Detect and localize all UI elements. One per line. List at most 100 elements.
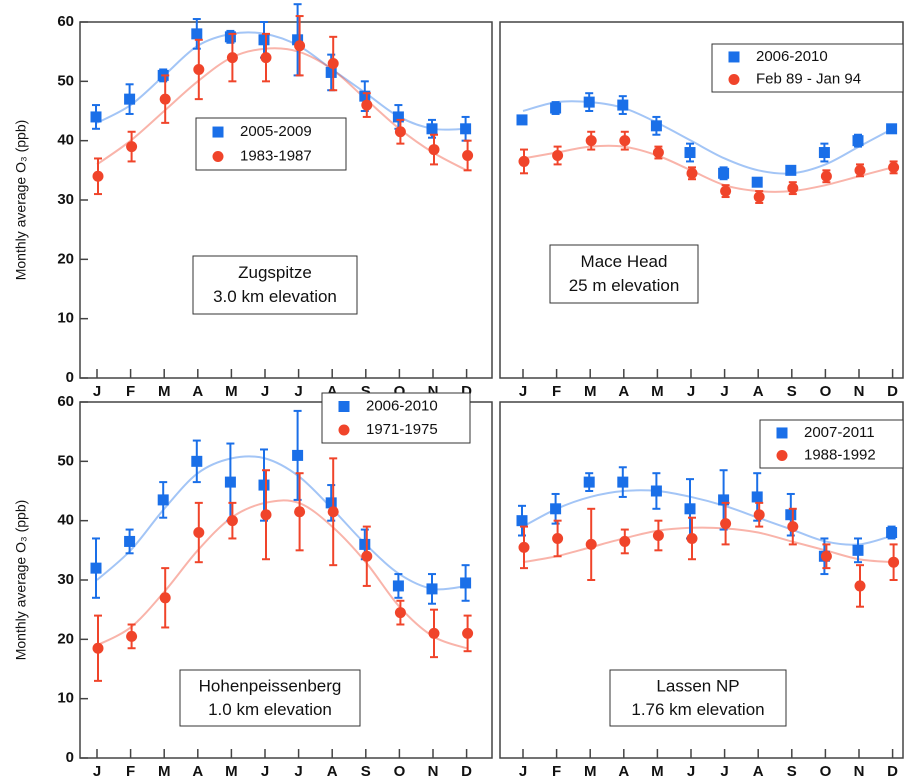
annotation: Lassen NP <box>656 676 739 695</box>
x-tick-label: J <box>294 383 302 400</box>
x-tick-label: J <box>720 763 728 780</box>
marker <box>619 535 631 547</box>
annotation: 1.76 km elevation <box>631 700 764 719</box>
x-tick-label: J <box>687 383 695 400</box>
marker <box>583 476 595 488</box>
marker <box>785 164 797 176</box>
marker <box>617 99 629 111</box>
x-tick-label: A <box>192 763 203 780</box>
marker <box>224 31 236 43</box>
y-tick-label: 10 <box>57 690 74 707</box>
x-tick-label: M <box>651 763 664 780</box>
legend-marker <box>212 150 224 162</box>
x-tick-label: M <box>158 383 171 400</box>
fit-curve <box>522 526 893 564</box>
marker <box>787 182 799 194</box>
marker <box>126 630 138 642</box>
x-tick-label: D <box>461 763 472 780</box>
x-tick-label: F <box>552 383 561 400</box>
x-tick-label: N <box>428 383 439 400</box>
y-tick-label: 50 <box>57 72 74 89</box>
marker <box>90 111 102 123</box>
marker <box>751 491 763 503</box>
y-tick-label: 40 <box>57 132 74 149</box>
y-tick-label: 60 <box>57 13 74 30</box>
x-tick-label: D <box>887 383 898 400</box>
x-tick-label: O <box>820 383 832 400</box>
y-tick-label: 10 <box>57 310 74 327</box>
x-tick-label: A <box>192 383 203 400</box>
x-tick-label: J <box>93 383 101 400</box>
marker <box>224 476 236 488</box>
x-tick-label: S <box>787 763 797 780</box>
marker <box>852 544 864 556</box>
legend-label: 2006-2010 <box>756 48 828 65</box>
marker <box>617 476 629 488</box>
marker <box>886 123 898 135</box>
marker <box>359 90 371 102</box>
marker <box>394 607 406 619</box>
marker <box>552 150 564 161</box>
legend-label: Feb 89 - Jan 94 <box>756 70 861 87</box>
plot-frame <box>499 401 904 759</box>
marker <box>157 494 169 506</box>
marker <box>516 515 528 527</box>
x-tick-label: A <box>753 383 764 400</box>
marker <box>325 66 337 78</box>
legend-marker <box>338 401 350 412</box>
x-tick-label: J <box>294 763 302 780</box>
y-tick-label: 0 <box>66 749 74 766</box>
annotation-box <box>179 669 361 727</box>
marker <box>426 123 438 135</box>
marker <box>359 538 371 550</box>
x-tick-label: A <box>327 763 338 780</box>
marker <box>686 167 698 179</box>
marker <box>888 161 900 173</box>
marker <box>460 577 472 589</box>
plot-frame <box>499 21 904 379</box>
x-tick-label: F <box>552 763 561 780</box>
marker <box>820 170 832 182</box>
annotation: 1.0 km elevation <box>208 700 332 719</box>
annotation-box <box>549 244 699 304</box>
marker <box>650 485 662 497</box>
legend-marker <box>212 126 224 138</box>
x-tick-label: S <box>361 383 371 400</box>
marker <box>854 164 866 176</box>
x-tick-label: A <box>327 383 338 400</box>
y-tick-label: 0 <box>66 369 74 386</box>
x-tick-label: A <box>753 763 764 780</box>
marker <box>684 147 696 159</box>
marker <box>720 518 732 530</box>
x-tick-label: F <box>126 763 135 780</box>
x-tick-label: J <box>519 763 527 780</box>
fit-curve <box>96 455 467 591</box>
x-tick-label: D <box>887 763 898 780</box>
annotation: Hohenpeissenberg <box>199 676 342 695</box>
legend-marker <box>728 51 740 63</box>
marker <box>718 167 730 179</box>
marker <box>90 562 102 574</box>
marker <box>325 497 337 509</box>
marker <box>92 642 104 654</box>
fit-curve <box>522 144 893 193</box>
marker <box>518 155 530 167</box>
marker <box>260 52 272 64</box>
marker <box>126 141 138 153</box>
x-tick-label: N <box>854 763 865 780</box>
marker <box>684 503 696 515</box>
marker <box>327 58 339 70</box>
y-axis-label: Monthly average O₃ (ppb) <box>13 120 29 281</box>
marker <box>159 93 171 105</box>
marker <box>428 627 440 639</box>
marker <box>652 147 664 159</box>
x-tick-label: M <box>225 763 238 780</box>
legend-marker <box>338 424 350 436</box>
marker <box>854 580 866 592</box>
marker <box>428 144 440 156</box>
legend-label: 1983-1987 <box>240 147 312 164</box>
x-tick-label: A <box>618 763 629 780</box>
x-tick-label: N <box>854 383 865 400</box>
marker <box>292 449 304 461</box>
plot-frame <box>79 21 493 379</box>
